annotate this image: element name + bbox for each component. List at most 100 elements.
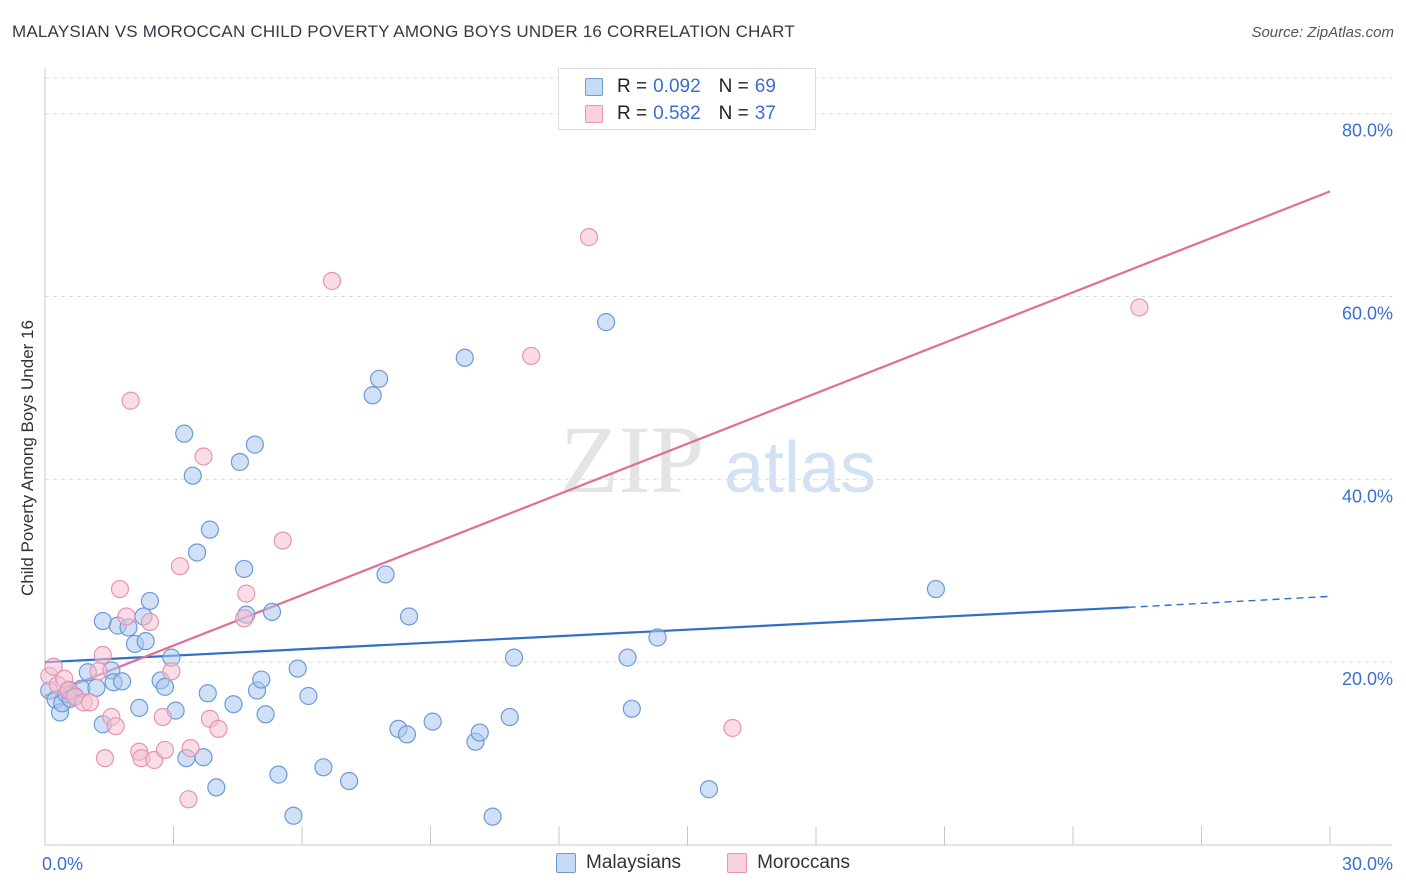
malaysian-trend-extension xyxy=(1128,595,1331,609)
malaysian-point xyxy=(230,452,249,472)
moroccan-point xyxy=(237,584,256,603)
r-label: R = xyxy=(617,103,648,124)
n-value: 37 xyxy=(754,103,776,124)
legend-row-moroccans: R = 0.582 N = 37 xyxy=(585,103,776,125)
legend-row-malaysians: R = 0.092 N = 69 xyxy=(585,76,776,98)
moroccan-point xyxy=(522,346,541,366)
malaysian-point xyxy=(130,698,149,717)
x-tick-label: 30.0% xyxy=(1342,854,1393,874)
legend-swatch-blue xyxy=(556,853,577,873)
watermark-atlas: atlas xyxy=(724,428,876,508)
moroccan-point xyxy=(89,662,108,681)
malaysian-point xyxy=(207,778,226,797)
malaysian-point xyxy=(648,628,667,647)
legend-item-moroccans[interactable]: Moroccans xyxy=(727,852,850,874)
malaysian-point xyxy=(288,659,307,678)
legend-label: Malaysians xyxy=(586,852,682,873)
malaysian-point xyxy=(470,723,489,742)
malaysian-point xyxy=(423,712,442,731)
malaysian-point xyxy=(183,466,202,485)
n-label: N = xyxy=(718,103,749,124)
malaysian-point xyxy=(252,670,271,689)
malaysian-point xyxy=(500,707,519,727)
malaysian-point xyxy=(314,758,333,777)
moroccan-point xyxy=(322,271,342,291)
moroccan-point xyxy=(181,739,200,758)
malaysian-point xyxy=(622,699,641,718)
malaysian-point xyxy=(618,648,637,667)
moroccan-point xyxy=(155,740,175,760)
moroccan-point xyxy=(44,657,63,676)
malaysian-point xyxy=(504,648,524,667)
moroccan-trend-line xyxy=(44,190,1331,698)
malaysian-point xyxy=(224,695,243,714)
moroccan-point xyxy=(110,579,130,599)
malaysian-point xyxy=(175,424,194,443)
r-label: R = xyxy=(617,76,648,97)
malaysian-point xyxy=(140,591,160,611)
malaysian-point xyxy=(198,684,217,703)
malaysian-point xyxy=(187,543,207,562)
legend-swatch-pink xyxy=(585,105,603,123)
trend-lines xyxy=(44,190,1331,698)
moroccan-point xyxy=(95,749,115,768)
malaysian-point xyxy=(299,686,318,706)
moroccan-point xyxy=(723,718,742,738)
legend-item-malaysians[interactable]: Malaysians xyxy=(556,852,681,874)
y-tick-label: 60.0% xyxy=(1342,304,1393,324)
malaysian-point xyxy=(155,677,175,696)
malaysian-point xyxy=(93,611,112,631)
malaysian-point xyxy=(370,369,389,388)
moroccan-point xyxy=(121,391,140,410)
x-tick-label: 0.0% xyxy=(42,854,83,874)
chart-title: MALAYSIAN VS MOROCCAN CHILD POVERTY AMON… xyxy=(12,22,795,41)
malaysian-point xyxy=(200,520,220,539)
moroccan-point xyxy=(209,719,228,739)
moroccan-point xyxy=(93,645,112,664)
malaysian-point xyxy=(397,725,417,744)
moroccan-point xyxy=(153,707,172,727)
moroccan-point xyxy=(579,228,599,247)
n-value: 69 xyxy=(754,76,776,97)
malaysian-point xyxy=(245,435,264,454)
legend-label: Moroccans xyxy=(757,852,850,873)
malaysian-point xyxy=(597,313,616,332)
malaysian-point xyxy=(262,602,282,622)
chart-source: Source: ZipAtlas.com xyxy=(1251,24,1394,41)
malaysian-trend-line xyxy=(44,606,1129,664)
malaysian-point xyxy=(699,780,719,799)
malaysian-point xyxy=(269,765,288,784)
malaysian-point xyxy=(376,565,395,584)
legend-swatch-blue xyxy=(585,78,603,96)
moroccan-point xyxy=(170,557,190,576)
malaysian-point xyxy=(136,632,155,651)
malaysian-point xyxy=(112,672,132,691)
watermark: ZIP atlas xyxy=(560,406,876,513)
data-points xyxy=(40,228,1149,826)
malaysian-point xyxy=(483,807,502,826)
moroccan-point xyxy=(273,531,292,550)
axes xyxy=(44,68,1392,846)
moroccan-point xyxy=(194,447,213,466)
moroccan-point xyxy=(179,790,198,809)
malaysian-point xyxy=(399,607,419,626)
malaysian-point xyxy=(926,579,946,599)
moroccan-point xyxy=(80,693,100,712)
tick-labels: 20.0% 40.0% 60.0% 80.0% 0.0% 30.0% xyxy=(42,121,1393,874)
y-axis-label: Child Poverty Among Boys Under 16 xyxy=(18,320,37,596)
series-legend: Malaysians Moroccans xyxy=(0,852,1406,874)
malaysian-point xyxy=(340,771,359,791)
malaysian-point xyxy=(235,559,254,579)
y-tick-label: 80.0% xyxy=(1342,121,1393,141)
watermark-zip: ZIP xyxy=(560,406,704,513)
malaysian-point xyxy=(455,348,474,367)
moroccan-point xyxy=(140,612,160,632)
moroccan-point xyxy=(106,717,125,736)
correlation-legend: R = 0.092 N = 69 R = 0.582 N = 37 xyxy=(558,68,816,130)
malaysian-point xyxy=(194,748,213,767)
malaysian-point xyxy=(363,386,382,405)
r-value: 0.092 xyxy=(653,76,701,97)
y-tick-label: 40.0% xyxy=(1342,486,1393,506)
moroccan-point xyxy=(162,662,181,681)
y-tick-label: 20.0% xyxy=(1342,669,1393,689)
